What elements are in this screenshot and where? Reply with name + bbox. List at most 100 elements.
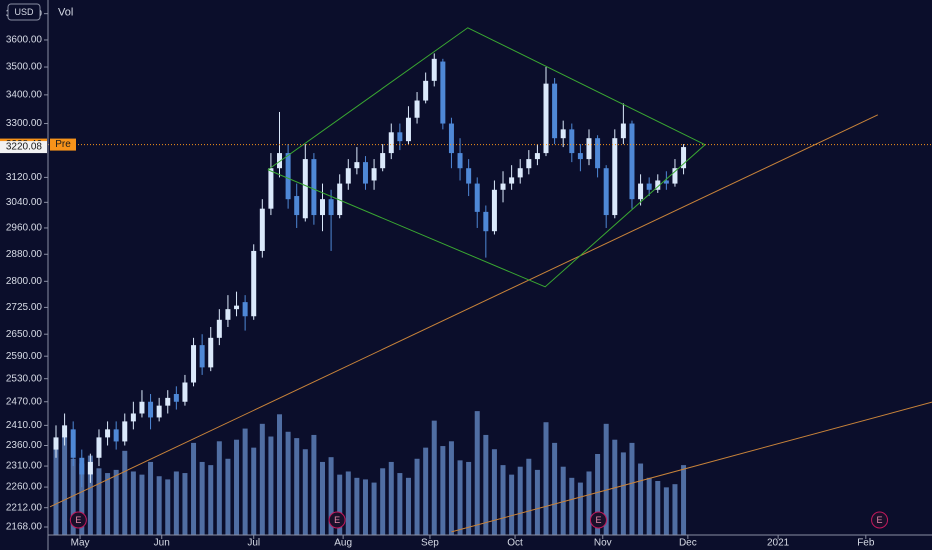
y-tick-label: 3300.00 — [6, 118, 43, 129]
candle-body — [122, 421, 128, 442]
y-tick-label: 2800.00 — [6, 276, 43, 287]
x-tick-label: Oct — [507, 538, 523, 549]
volume-bar — [681, 465, 687, 535]
candle-body — [96, 437, 102, 458]
volume-bar — [646, 477, 652, 535]
volume-bar — [294, 438, 300, 535]
candle-body — [148, 401, 154, 418]
candle-body — [259, 208, 265, 251]
candle-body — [199, 345, 205, 368]
volume-bar — [362, 479, 368, 535]
candle-body — [663, 180, 669, 184]
y-tick-label: 2470.00 — [6, 396, 43, 407]
x-tick-label: Dec — [679, 538, 697, 549]
x-tick-label: Feb — [857, 538, 875, 549]
axes: E E E E 2168.00 2212.00 2260.00 2310.00 2360.00 2… — [0, 3, 889, 549]
trend-line — [451, 401, 932, 533]
candle-body — [466, 168, 472, 184]
volume-bar — [285, 431, 291, 535]
candle-body — [311, 159, 317, 216]
volume-bar — [302, 449, 308, 535]
candle-body — [534, 153, 540, 160]
candle-body — [165, 397, 171, 406]
trend-line — [49, 114, 879, 508]
candle-body — [268, 168, 274, 209]
volume-bar — [595, 454, 601, 535]
candle-body — [681, 147, 687, 169]
y-tick-label: 2212.00 — [6, 502, 43, 513]
candle-body — [156, 405, 162, 418]
candle-body — [216, 319, 222, 338]
candle-body — [620, 123, 626, 139]
candle-body — [182, 382, 188, 402]
candle-body — [319, 199, 325, 216]
y-tick-label: 2360.00 — [6, 440, 43, 451]
candle-body — [552, 83, 558, 139]
x-tick-label: Sep — [421, 538, 439, 549]
y-tick-label: 3040.00 — [6, 197, 43, 208]
volume-bar — [380, 468, 386, 535]
volume-bar — [517, 466, 523, 535]
candle-body — [105, 429, 111, 438]
volume-bar — [122, 450, 128, 535]
volume-bar — [543, 422, 549, 535]
volume-bar — [251, 447, 257, 535]
candle-body — [354, 162, 360, 169]
candle-body — [560, 129, 566, 139]
volume-bar — [577, 482, 583, 535]
y-tick-label: 2260.00 — [6, 482, 43, 493]
candle-body — [646, 183, 652, 190]
volume-bar — [423, 447, 429, 535]
volume-bar — [638, 463, 644, 535]
volume-bar — [663, 487, 669, 535]
volume-bar — [620, 452, 626, 535]
candle-body — [345, 168, 351, 184]
earnings-marker — [589, 511, 607, 529]
candle-body — [440, 61, 446, 124]
volume-bar — [388, 461, 394, 535]
volume-bar — [672, 484, 678, 535]
volume-bar — [431, 420, 437, 535]
candle-body — [388, 132, 394, 154]
candle-body — [53, 437, 59, 450]
volume-bar — [268, 436, 274, 535]
pre-tag-box — [50, 138, 76, 151]
candle-body — [225, 309, 231, 320]
volume-bar — [156, 476, 162, 535]
candle-body — [431, 58, 437, 81]
candle-body — [337, 183, 343, 216]
y-tick-label: 3400.00 — [6, 90, 43, 101]
volume-bar — [225, 458, 231, 535]
volume-bar — [96, 468, 102, 535]
candle-body — [672, 168, 678, 184]
candle-body — [70, 429, 76, 458]
volume-bar — [371, 482, 377, 535]
volume-label: Vol — [58, 6, 73, 18]
volume-bar — [234, 439, 240, 535]
candle-body — [87, 461, 93, 475]
candle-body — [474, 183, 480, 212]
candle-body — [397, 132, 403, 142]
currency-box — [7, 3, 41, 21]
candle-body — [517, 168, 523, 178]
candle-body — [586, 138, 592, 160]
candle-body — [62, 425, 68, 438]
volume-bar — [173, 471, 179, 535]
candle-body — [113, 429, 119, 442]
volume-bar — [148, 461, 154, 535]
volume-bar — [113, 469, 119, 535]
volume-bar — [62, 436, 68, 535]
earnings-label: E — [595, 515, 601, 525]
volume-bar — [405, 477, 411, 535]
x-tick-label: Jul — [247, 538, 260, 549]
volume-bar — [199, 461, 205, 535]
x-tick-label: Jun — [154, 538, 170, 549]
candle-body — [302, 159, 308, 219]
candle-body — [251, 250, 257, 317]
candle-body — [130, 413, 136, 422]
earnings-label: E — [877, 515, 883, 525]
y-tick-label: 2530.00 — [6, 373, 43, 384]
candle-body — [208, 337, 214, 368]
